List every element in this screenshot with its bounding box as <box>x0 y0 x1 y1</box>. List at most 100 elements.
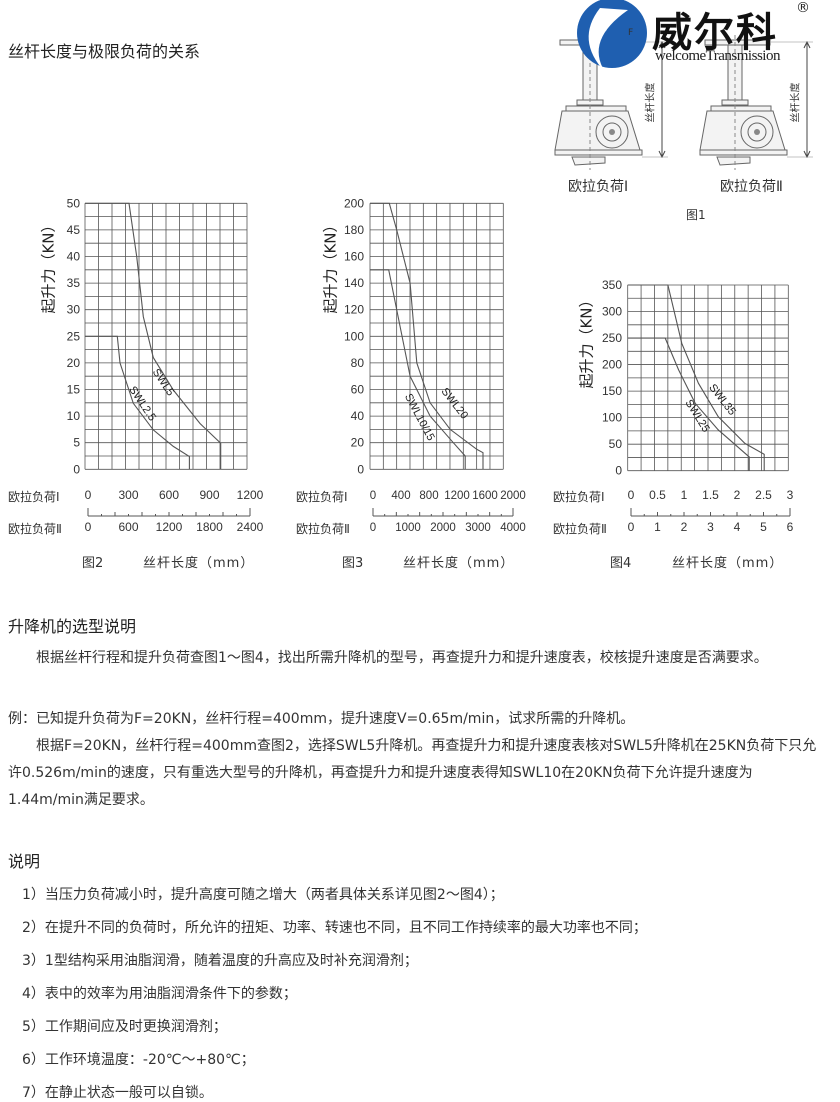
y-tick-label: 250 <box>602 331 622 345</box>
note-item: 1）当压力负荷减小时，提升高度可随之增大（两者具体关系详见图2～图4）； <box>22 887 504 903</box>
series-label: SWL35 <box>706 382 738 418</box>
note-item: 7）在静止状态一般可以自锁。 <box>22 1085 213 1101</box>
x-axis-1-tick-label: 1 <box>681 488 688 502</box>
x-axis-2-tick-label: 1200 <box>156 520 183 534</box>
figure1-drawing <box>554 35 813 170</box>
x-axis-1-tick-label: 300 <box>118 488 138 502</box>
selection-example: 例：已知提升负荷为F=20KN，丝杆行程=400mm，提升速度V=0.65m/m… <box>8 711 635 727</box>
note-item: 3）1型结构采用油脂润滑，随着温度的升高应及时补充润滑剂； <box>22 953 418 969</box>
worm-inner-circle <box>747 122 767 142</box>
chart3-xaxis2-label: 欧拉负荷Ⅱ <box>296 522 350 536</box>
x-axis-1-tick-label: 1200 <box>237 488 264 502</box>
y-tick-label: 15 <box>67 383 81 397</box>
foot <box>716 156 751 166</box>
x-axis-1-tick-label: 1.5 <box>702 488 719 502</box>
chart3-xaxis1-label: 欧拉负荷Ⅰ <box>296 490 348 504</box>
jack-euler-1 <box>554 35 668 170</box>
y-tick-label: 180 <box>344 223 364 237</box>
notes-title: 说明 <box>8 852 41 871</box>
y-tick-label: 160 <box>344 250 364 264</box>
selection-title: 升降机的选型说明 <box>8 617 137 636</box>
series-line-SWL35 <box>627 284 765 471</box>
note-item: 2）在提升不同的负荷时，所允许的扭矩、功率、转速也不同，且不同工作持续率的最大功… <box>22 920 647 936</box>
x-axis-2-tick-label: 600 <box>118 520 138 534</box>
page-title: 丝杆长度与极限负荷的关系 <box>8 42 201 61</box>
chart3-ylabel: 起升力（KN） <box>321 217 340 314</box>
logo-emblem <box>577 0 647 72</box>
y-tick-label: 50 <box>609 437 623 451</box>
chart4: 0 50 100 150 200 250 300 350 0 0.5 1 1.5 2 2.5 3 0 1 2 3 4 5… <box>602 278 794 534</box>
chart2: 0 5 10 15 20 25 30 35 40 45 50 0 300 600 900 1200 0 600 12… <box>67 196 264 534</box>
selection-paragraph-2: 根据F=20KN，丝杆行程=400mm查图2，选择SWL5升降机。再查提升力和提… <box>8 738 817 808</box>
chart2-xaxis1-label: 欧拉负荷Ⅰ <box>8 490 60 504</box>
y-tick-label: 200 <box>344 196 364 210</box>
base-plate <box>554 149 643 156</box>
x-axis-2-tick-label: 1800 <box>196 520 223 534</box>
note-item: 5）工作期间应及时更换润滑剂； <box>22 1019 227 1035</box>
jack-euler-2 <box>699 35 813 170</box>
x-axis-2-tick-label: 0 <box>628 520 635 534</box>
y-tick-label: 300 <box>602 305 622 319</box>
note-item: 6）工作环境温度：-20℃～+80℃； <box>22 1052 255 1068</box>
y-tick-label: 0 <box>73 462 80 476</box>
series-line-SWL10/15 <box>370 269 466 470</box>
chart2-xaxis2-label: 欧拉负荷Ⅱ <box>8 522 62 536</box>
x-axis-2-tick-label: 3000 <box>465 522 491 534</box>
chart4-ylabel: 起升力（KN） <box>577 292 596 389</box>
y-tick-label: 20 <box>351 436 365 450</box>
x-axis-2-tick-label: 4 <box>734 520 741 534</box>
registered-mark: ® <box>796 0 810 16</box>
selection-paragraph-1: 根据丝杆行程和提升负荷查图1～图4，找出所需升降机的型号，再查提升力和提升速度表… <box>36 650 768 666</box>
series-line-SWL2.5 <box>85 335 190 470</box>
chart4-xlabel: 丝杆长度（mm） <box>672 556 784 571</box>
y-tick-label: 50 <box>67 196 81 210</box>
y-tick-label: 100 <box>344 329 364 343</box>
chart2-xlabel: 丝杆长度（mm） <box>143 556 255 571</box>
x-axis-2-tick-label: 1000 <box>395 522 421 534</box>
cover-plate <box>565 105 627 112</box>
x-axis-1-tick-label: 800 <box>419 490 438 502</box>
y-tick-label: 120 <box>344 303 364 317</box>
y-tick-label: 350 <box>602 278 622 292</box>
chart4-caption: 图4 <box>610 556 632 571</box>
y-tick-label: 35 <box>67 276 81 290</box>
y-tick-label: 5 <box>73 436 80 450</box>
series-line-SWL5 <box>85 202 222 470</box>
x-axis-1-tick-label: 900 <box>199 488 219 502</box>
y-tick-label: 45 <box>67 223 81 237</box>
x-axis-2-tick-label: 4000 <box>500 522 526 534</box>
worm-shaft <box>754 129 760 135</box>
fig1-caption: 图1 <box>686 208 706 222</box>
y-tick-label: 150 <box>602 384 622 398</box>
x-axis-1-tick-label: 2.5 <box>755 488 772 502</box>
y-tick-label: 140 <box>344 276 364 290</box>
y-tick-label: 80 <box>351 356 365 370</box>
y-tick-label: 100 <box>602 411 622 425</box>
x-axis-2-tick-label: 0 <box>85 520 92 534</box>
x-axis-1-tick-label: 0 <box>370 490 376 502</box>
x-axis-2-tick-label: 1 <box>654 520 661 534</box>
chart3-caption: 图3 <box>342 556 364 571</box>
fig1-label-left: 欧拉负荷Ⅰ <box>568 179 629 195</box>
series-label: SWL2.5 <box>126 384 158 423</box>
y-tick-label: 40 <box>351 409 365 423</box>
fig1-dimension-label-left: 丝杆长度 <box>645 82 657 123</box>
worm-inner-circle <box>602 122 622 142</box>
y-tick-label: 20 <box>67 356 81 370</box>
fig1-force-label: F <box>628 28 634 38</box>
x-axis-1-tick-label: 1200 <box>444 490 470 502</box>
chart4-xaxis2-label: 欧拉负荷Ⅱ <box>553 522 607 536</box>
chart4-xaxis1-label: 欧拉负荷Ⅰ <box>553 490 605 504</box>
cover-plate <box>710 105 772 112</box>
x-axis-1-tick-label: 3 <box>787 488 794 502</box>
note-item: 4）表中的效率为用油脂润滑条件下的参数； <box>22 986 297 1002</box>
x-axis-1-tick-label: 2000 <box>500 490 526 502</box>
x-axis-2-tick-label: 2000 <box>430 522 456 534</box>
y-tick-label: 25 <box>67 329 81 343</box>
foot <box>571 156 606 166</box>
series-label: SWL25 <box>683 398 712 435</box>
x-axis-2-tick-label: 3 <box>707 520 714 534</box>
x-axis-1-tick-label: 2 <box>734 488 741 502</box>
